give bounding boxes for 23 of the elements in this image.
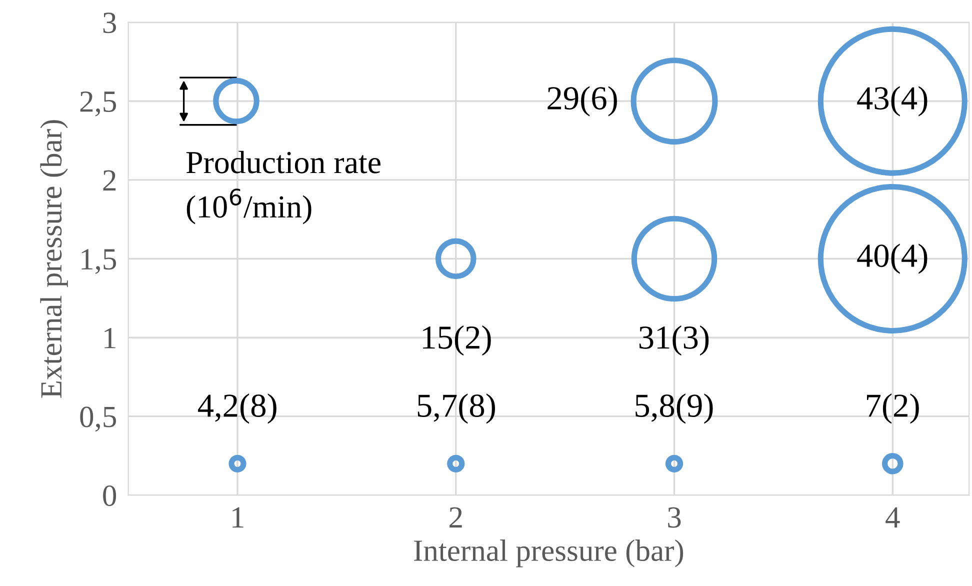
y-tick-label: 3 <box>103 12 116 34</box>
y-tick-label: 2 <box>103 170 116 191</box>
y-tick-label: 1,5 <box>82 249 116 274</box>
annotation: Production rate (10$^{6}$/min) <box>186 150 380 224</box>
annotation: 7(2) <box>867 394 919 424</box>
x-tick-label: 3 <box>668 507 681 528</box>
y-tick-label: 1 <box>104 328 116 348</box>
annotation: 15(2) <box>423 325 491 356</box>
annotation: 40(4) <box>857 244 928 274</box>
annotation: 5,8(9) <box>636 394 713 424</box>
x-tick-label: 2 <box>450 507 462 528</box>
y-tick-label: 0 <box>103 485 116 506</box>
annotation: 43(4) <box>857 86 928 116</box>
annotation: 29(6) <box>548 86 617 116</box>
annotation: 4,2(8) <box>198 394 276 424</box>
annotation: 5,7(8) <box>418 394 496 424</box>
x-axis-title: Internal pressure (bar) <box>414 540 684 568</box>
y-tick-label: 2,5 <box>80 91 116 116</box>
x-tick-label: 4 <box>886 507 900 528</box>
y-axis-title: External pressure (bar) <box>40 120 68 398</box>
x-tick-label: 1 <box>232 507 244 528</box>
annotation: 31(3) <box>639 325 709 356</box>
y-tick-label: 0,5 <box>80 406 116 432</box>
